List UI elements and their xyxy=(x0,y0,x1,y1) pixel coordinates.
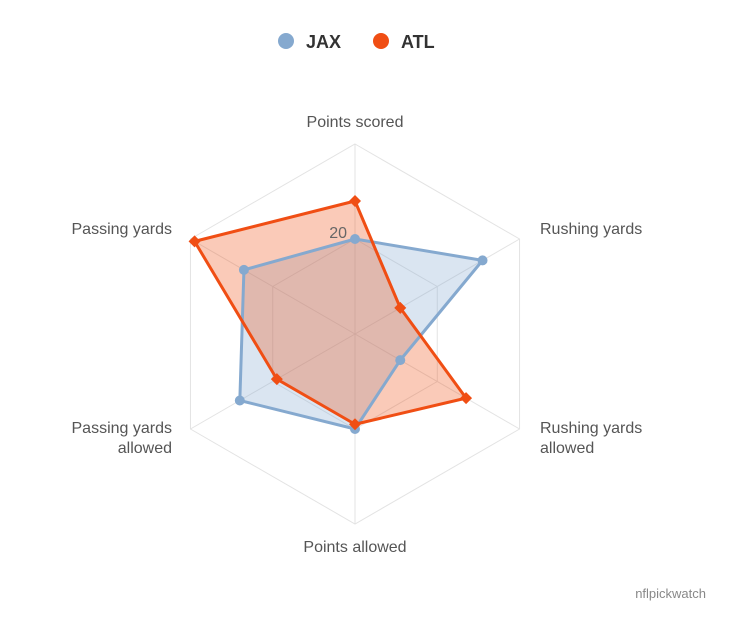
legend-item-jax[interactable]: JAX xyxy=(278,32,341,52)
axis-label: allowed xyxy=(540,440,594,457)
tick-label: 20 xyxy=(329,225,347,242)
grid-spoke xyxy=(354,238,520,335)
data-point-atl[interactable] xyxy=(270,373,283,386)
data-point-atl[interactable] xyxy=(188,235,201,248)
axis-label: Rushing yards xyxy=(540,420,642,437)
series-area-jax xyxy=(239,239,483,429)
data-point-atl[interactable] xyxy=(460,392,473,405)
legend-marker xyxy=(373,33,389,49)
axis-label: Rushing yards xyxy=(540,221,642,238)
legend: JAX ATL xyxy=(278,32,435,52)
legend-item-atl[interactable]: ATL xyxy=(373,32,435,52)
data-point-jax[interactable] xyxy=(350,234,360,244)
axis-label: allowed xyxy=(118,440,172,457)
data-point-atl[interactable] xyxy=(349,418,361,431)
axis-labels: Points scored Rushing yards Rushing yards a… xyxy=(72,114,643,556)
data-point-jax[interactable] xyxy=(238,264,249,275)
credit-text[interactable]: nflpickwatch xyxy=(635,586,706,601)
data-point-atl[interactable] xyxy=(349,195,361,207)
legend-label: ATL xyxy=(401,32,435,52)
grid-spoke xyxy=(354,333,520,430)
series-layer xyxy=(188,195,488,434)
axis-label: Points allowed xyxy=(303,539,406,556)
data-point-atl[interactable] xyxy=(394,301,407,314)
series-area-atl xyxy=(194,201,467,425)
axis-label: Passing yards xyxy=(72,420,173,437)
grid-spoke xyxy=(190,333,356,430)
legend-label: JAX xyxy=(306,32,341,52)
legend-marker xyxy=(278,33,294,49)
data-point-jax[interactable] xyxy=(477,255,488,266)
data-point-jax[interactable] xyxy=(395,355,406,366)
axis-label: Passing yards xyxy=(72,221,173,238)
axis-label: Points scored xyxy=(307,114,404,131)
data-point-jax[interactable] xyxy=(234,395,245,406)
grid-spoke xyxy=(190,238,356,335)
